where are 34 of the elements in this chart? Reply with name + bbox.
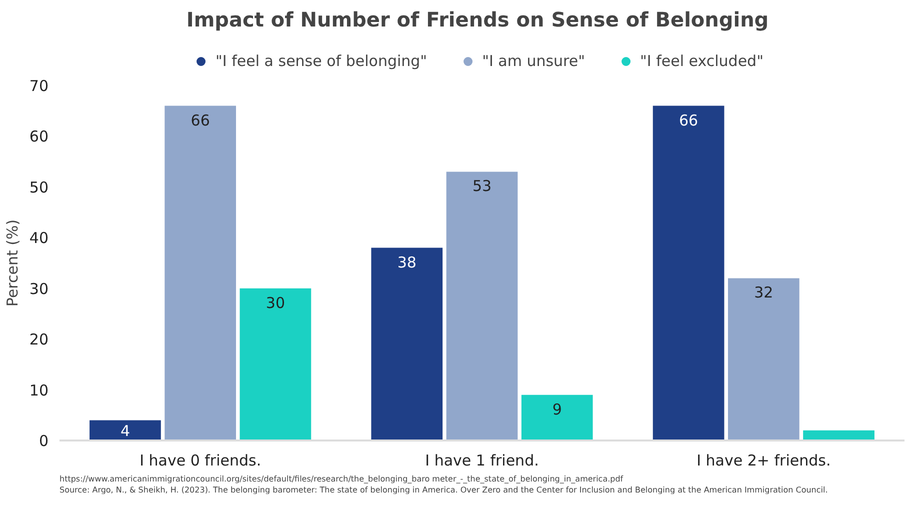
y-tick-label: 40	[29, 229, 49, 248]
bar	[652, 106, 724, 440]
data-label: 38	[397, 253, 416, 272]
data-label: 32	[754, 284, 774, 302]
y-tick-label: 10	[29, 381, 49, 400]
bar	[521, 394, 593, 440]
y-tick-label: 60	[29, 128, 49, 146]
text: https://www.americanimmigrationcouncil.org/sites/default/files/research/the_belonging_baro meter_-_the_state_of_belonging_in_america.pdf	[60, 474, 624, 484]
bar	[446, 172, 518, 440]
data-label: 53	[472, 177, 492, 196]
y-tick-label: 20	[29, 330, 49, 349]
x-tick-label: I have 1 friend.	[425, 452, 539, 470]
y-tick-label: 50	[29, 178, 49, 196]
data-label: 4	[120, 422, 130, 440]
y-tick-label: 30	[29, 280, 49, 298]
x-tick-label: I have 0 friends.	[140, 452, 262, 470]
bar	[240, 288, 312, 440]
x-tick-label: I have 2+ friends.	[696, 452, 831, 470]
data-label: 9	[552, 400, 562, 418]
source-note: Source: Argo, N., & Sheikh, H. (2023). The belonging barometer: The state of belonging in America. Over Zero and the Center for Inclusion and Belonging at the American Immigration Council.	[60, 486, 828, 494]
bar	[164, 106, 236, 440]
data-label: 30	[266, 294, 285, 312]
y-tick-label: 0	[38, 432, 49, 450]
bar	[371, 248, 443, 440]
bar	[90, 420, 161, 440]
data-label: 66	[190, 111, 210, 130]
chart-title: Impact of Number of Friends on Sense of Belonging	[186, 8, 769, 32]
bar	[728, 278, 800, 440]
legend-label: "I feel a sense of belonging"	[216, 52, 428, 70]
legend-label: "I am unsure"	[482, 52, 586, 70]
y-tick-label: 70	[29, 77, 49, 95]
data-label: 66	[679, 111, 698, 130]
legend-label: "I feel excluded"	[640, 52, 764, 70]
y-axis-title: Percent (%)	[3, 219, 22, 307]
